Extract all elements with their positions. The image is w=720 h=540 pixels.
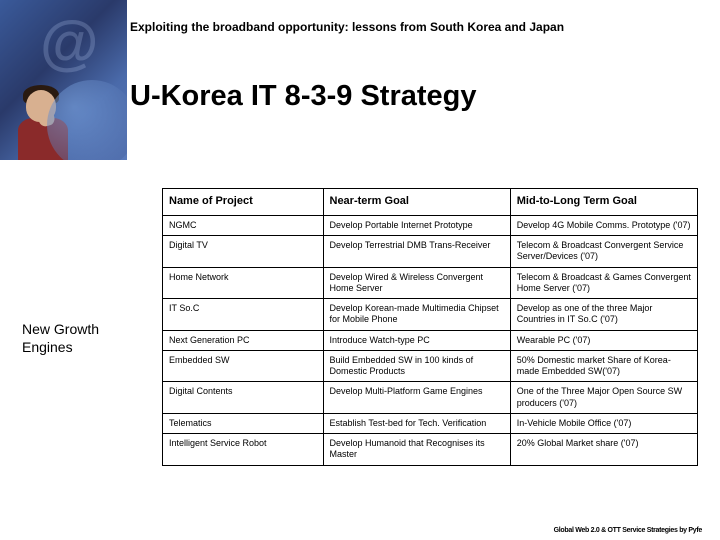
cell-mid: Telecom & Broadcast Convergent Service S… <box>510 236 697 268</box>
table-row: Next Generation PC Introduce Watch-type … <box>163 330 698 350</box>
slide-title: U-Korea IT 8-3-9 Strategy <box>130 80 477 113</box>
person-illustration <box>8 80 78 160</box>
cell-name: NGMC <box>163 215 324 235</box>
col-header-mid: Mid-to-Long Term Goal <box>510 189 697 216</box>
cell-near: Develop Multi-Platform Game Engines <box>323 382 510 414</box>
header-image <box>0 0 127 160</box>
table-row: Embedded SW Build Embedded SW in 100 kin… <box>163 350 698 382</box>
cell-mid: Develop 4G Mobile Comms. Prototype ('07) <box>510 215 697 235</box>
cell-name: Telematics <box>163 413 324 433</box>
cell-near: Develop Portable Internet Prototype <box>323 215 510 235</box>
cell-near: Build Embedded SW in 100 kinds of Domest… <box>323 350 510 382</box>
cell-name: Digital TV <box>163 236 324 268</box>
cell-name: Home Network <box>163 267 324 299</box>
table-row: Digital Contents Develop Multi-Platform … <box>163 382 698 414</box>
table-row: Home Network Develop Wired & Wireless Co… <box>163 267 698 299</box>
cell-mid: In-Vehicle Mobile Office ('07) <box>510 413 697 433</box>
cell-near: Develop Wired & Wireless Convergent Home… <box>323 267 510 299</box>
table-row: Digital TV Develop Terrestrial DMB Trans… <box>163 236 698 268</box>
cell-mid: Telecom & Broadcast & Games Convergent H… <box>510 267 697 299</box>
cell-name: Embedded SW <box>163 350 324 382</box>
cell-near: Develop Terrestrial DMB Trans-Receiver <box>323 236 510 268</box>
table-row: Telematics Establish Test-bed for Tech. … <box>163 413 698 433</box>
col-header-near: Near-term Goal <box>323 189 510 216</box>
cell-near: Introduce Watch-type PC <box>323 330 510 350</box>
col-header-name: Name of Project <box>163 189 324 216</box>
content-area: New Growth Engines Name of Project Near-… <box>22 188 698 466</box>
cell-name: Next Generation PC <box>163 330 324 350</box>
footer-text: Global Web 2.0 & OTT Service Strategies … <box>554 527 702 534</box>
table-row: Intelligent Service Robot Develop Humano… <box>163 434 698 466</box>
strategy-table-wrap: Name of Project Near-term Goal Mid-to-Lo… <box>162 188 698 466</box>
cell-near: Develop Korean-made Multimedia Chipset f… <box>323 299 510 331</box>
cell-name: IT So.C <box>163 299 324 331</box>
cell-name: Intelligent Service Robot <box>163 434 324 466</box>
cell-near: Develop Humanoid that Recognises its Mas… <box>323 434 510 466</box>
table-header-row: Name of Project Near-term Goal Mid-to-Lo… <box>163 189 698 216</box>
cell-mid: 20% Global Market share ('07) <box>510 434 697 466</box>
cell-mid: Develop as one of the three Major Countr… <box>510 299 697 331</box>
cell-mid: Wearable PC ('07) <box>510 330 697 350</box>
cell-name: Digital Contents <box>163 382 324 414</box>
cell-near: Establish Test-bed for Tech. Verificatio… <box>323 413 510 433</box>
section-label: New Growth Engines <box>22 188 162 356</box>
table-row: NGMC Develop Portable Internet Prototype… <box>163 215 698 235</box>
table-row: IT So.C Develop Korean-made Multimedia C… <box>163 299 698 331</box>
cell-mid: One of the Three Major Open Source SW pr… <box>510 382 697 414</box>
strategy-table: Name of Project Near-term Goal Mid-to-Lo… <box>162 188 698 466</box>
cell-mid: 50% Domestic market Share of Korea-made … <box>510 350 697 382</box>
slide-topline: Exploiting the broadband opportunity: le… <box>130 20 564 34</box>
